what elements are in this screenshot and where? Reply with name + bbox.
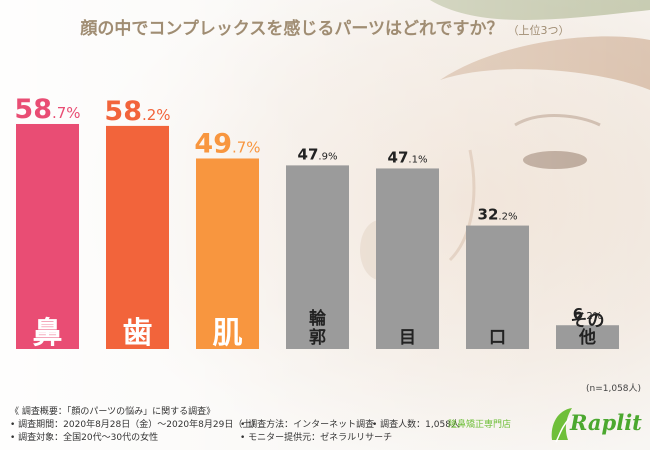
value-label-7: 6.2%	[573, 305, 602, 323]
raplit-logo	[551, 408, 572, 443]
value-label-3: 49.7%	[194, 128, 260, 159]
category-label-3: 肌	[213, 316, 243, 351]
clinic-name: 隆鼻矯正専門店	[448, 420, 512, 430]
bar-5	[376, 168, 439, 349]
bar-2	[106, 125, 169, 350]
category-label-2: 歯	[123, 316, 153, 351]
survey-count: • 調査人数：1,058人	[372, 420, 460, 430]
sample-size-note: (n=1,058人)	[586, 384, 642, 394]
value-label-5: 47.1%	[388, 148, 428, 166]
title-main: 顔の中でコンプレックスを感じるパーツはどれですか？	[80, 19, 504, 39]
chart-title: 顔の中でコンプレックスを感じるパーツはどれですか？ （上位3つ）	[0, 14, 650, 39]
survey-summary: 《 調査概要：「顔のパーツの悩み」に関する調査》 • 調査期間：2020年8月2…	[10, 406, 460, 445]
survey-period: • 調査期間：2020年8月28日（金）～2020年8月29日（土）	[10, 420, 261, 430]
bar-1	[16, 123, 79, 349]
leaf-icon	[551, 408, 572, 440]
value-label-2: 58.2%	[104, 96, 170, 127]
survey-method: • 調査方法：インターネット調査	[240, 420, 375, 430]
category-label-5: 目	[399, 328, 416, 348]
bar-7	[556, 325, 619, 349]
survey-provider: • モニター提供元：ゼネラルリサーチ	[240, 433, 393, 443]
survey-header: 《 調査概要：「顔のパーツの悩み」に関する調査》	[10, 407, 216, 417]
category-label-1: 鼻	[33, 316, 63, 351]
value-label-6: 32.2%	[478, 206, 518, 224]
logo-text: Raplit	[570, 410, 642, 435]
category-label-4: 輪郭	[309, 308, 327, 348]
value-label-1: 58.7%	[14, 94, 80, 125]
category-label-7: その他	[571, 311, 605, 348]
survey-target: • 調査対象：全国20代～30代の女性	[10, 433, 159, 443]
title-subtitle: （上位3つ）	[507, 24, 570, 37]
category-label-6: 口	[489, 328, 506, 348]
bar-6	[466, 225, 529, 349]
bar-3	[196, 158, 259, 349]
bar-4	[286, 165, 349, 349]
value-label-4: 47.9%	[298, 145, 338, 163]
